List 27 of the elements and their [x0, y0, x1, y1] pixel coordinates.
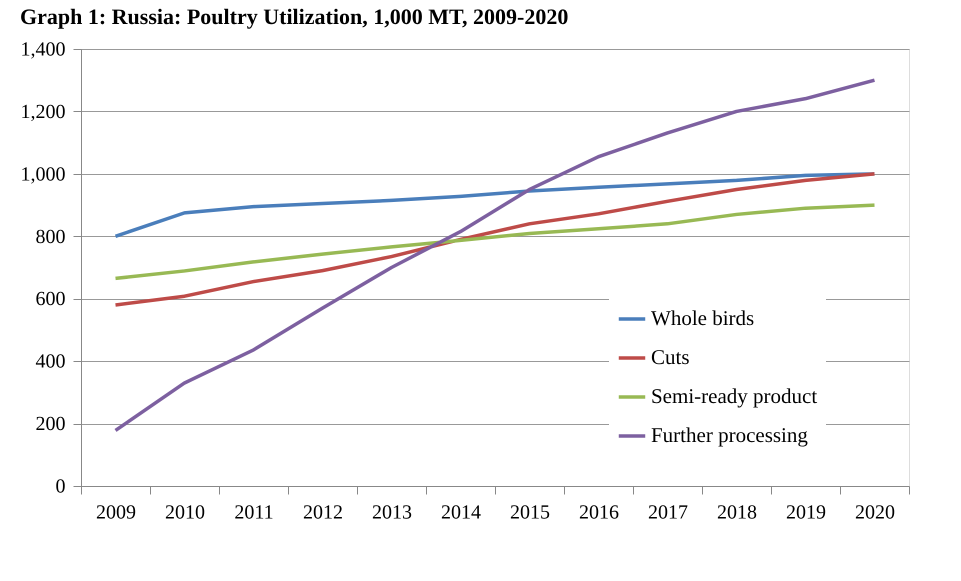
x-tick-label: 2014: [441, 502, 481, 524]
y-tick-label: 800: [36, 226, 66, 248]
y-tick-label: 600: [36, 288, 66, 310]
x-tick-label: 2017: [648, 502, 688, 524]
legend-label: Semi-ready product: [651, 384, 818, 408]
legend-label: Whole birds: [651, 306, 754, 330]
x-tick-label: 2009: [96, 502, 136, 524]
y-tick-label: 1,200: [20, 100, 66, 123]
legend-label: Cuts: [651, 345, 690, 369]
chart-title: Graph 1: Russia: Poultry Utilization, 1,000 MT, 2009-2020: [20, 4, 568, 29]
x-tick-label: 2015: [510, 502, 550, 524]
y-tick-label: 1,400: [20, 38, 66, 60]
x-tick-label: 2013: [372, 502, 412, 524]
x-tick-label: 2020: [855, 502, 895, 524]
y-tick-label: 400: [36, 350, 66, 373]
x-tick-label: 2010: [165, 502, 205, 524]
x-tick-label: 2019: [786, 502, 826, 524]
x-tick-label: 2018: [717, 502, 757, 524]
x-tick-label: 2011: [234, 502, 274, 524]
legend-label: Further processing: [651, 423, 808, 447]
x-tick-label: 2012: [303, 502, 343, 524]
line-series: [114, 172, 876, 307]
x-tick-label: 2016: [579, 502, 619, 524]
y-tick-label: 0: [56, 476, 66, 498]
line-series: [114, 203, 876, 280]
y-tick-label: 200: [36, 413, 66, 436]
y-tick-label: 1,000: [20, 163, 66, 186]
